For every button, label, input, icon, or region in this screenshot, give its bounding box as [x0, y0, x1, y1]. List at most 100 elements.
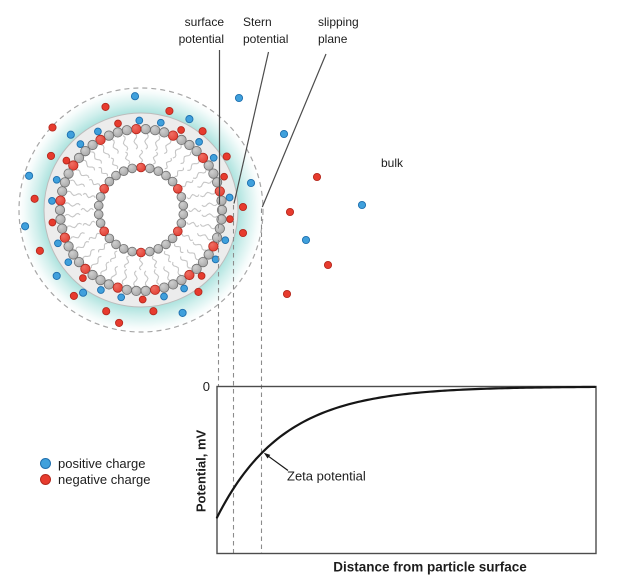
bulk-ion: [282, 289, 292, 299]
diffuse-layer-ion: [198, 127, 207, 136]
lipid-tail: [88, 178, 101, 187]
diffuse-layer-ion: [185, 115, 194, 124]
label-surface-potential: surface potential: [140, 14, 224, 47]
lipid-head-bead: [111, 239, 121, 250]
lipid-tail: [197, 180, 213, 188]
diffuse-layer-ion: [48, 123, 57, 132]
lipid-head-bead: [111, 170, 121, 181]
lipid-tail: [186, 249, 200, 261]
stern-layer-ion: [177, 126, 185, 134]
lipid-head-bead: [184, 139, 195, 151]
lipid-head-bead: [63, 168, 74, 179]
lipid-tail: [174, 167, 184, 177]
lipid-tail: [75, 169, 90, 179]
diffuse-layer-ion: [130, 92, 140, 101]
bulk-ion: [301, 235, 311, 245]
lipid-tail: [181, 233, 194, 242]
lipid-head-bead: [176, 134, 187, 145]
lipid-tail: [82, 220, 96, 227]
lipid-tail: [186, 221, 200, 228]
lipid-tail: [100, 261, 110, 276]
stern-layer-ion: [114, 119, 122, 128]
label-stern-potential: Stern potential: [243, 14, 288, 47]
lipid-head-bead: [197, 256, 209, 268]
lipid-tail: [186, 193, 200, 200]
stern-layer-ion: [220, 172, 228, 181]
lipid-tail: [192, 241, 207, 251]
label-stern-line1: Stern: [243, 15, 272, 29]
lipid-tail: [64, 212, 81, 218]
y-axis-zero-tick: 0: [202, 379, 210, 394]
stern-layer-ion: [226, 215, 234, 223]
charged-head-bead: [173, 184, 183, 194]
lipid-head-bead: [167, 233, 178, 244]
lipid-head-bead: [73, 256, 85, 268]
lipid-head-bead: [127, 246, 137, 257]
lipid-tail: [192, 169, 207, 179]
stern-layer-ion: [79, 274, 87, 282]
stern-layer-ion: [117, 293, 126, 302]
stern-layer-ion: [54, 239, 62, 248]
diffuse-layer-ion: [101, 102, 110, 111]
bulk-ion: [238, 228, 248, 238]
lipid-tail: [82, 159, 96, 171]
lipid-tail: [200, 191, 216, 198]
charged-head-bead: [68, 160, 79, 171]
lipid-tail: [163, 250, 172, 263]
stern-layer-ion: [97, 286, 105, 294]
lipid-tail: [172, 261, 182, 276]
diffuse-layer-ion: [194, 287, 203, 296]
lipid-head-bead: [55, 214, 66, 225]
lipid-tail: [187, 160, 200, 171]
lipid-head-bead: [140, 124, 151, 135]
stern-layer-ion: [64, 258, 73, 267]
positive-charge-dot-icon: [40, 457, 51, 469]
bulk-ion: [357, 200, 367, 210]
lipid-head-bead: [167, 176, 178, 187]
diffuse-layer-ion: [165, 106, 174, 116]
stern-layer-ion: [94, 127, 102, 136]
lipid-head-bead: [87, 139, 98, 151]
lipid-tail: [144, 133, 149, 150]
lipid-tail: [172, 144, 182, 159]
bulk-ion: [238, 202, 248, 212]
label-stern-line2: potential: [243, 31, 289, 46]
lipid-tail: [90, 255, 102, 269]
lipid-tail: [110, 265, 118, 281]
stern-layer-ion: [76, 140, 85, 148]
lipid-tail: [180, 151, 192, 165]
lipid-head-bead: [212, 232, 223, 243]
charged-head-bead: [95, 134, 106, 145]
lipid-tail: [75, 241, 90, 251]
charged-head-bead: [112, 282, 123, 293]
lipid-head-bead: [161, 239, 171, 250]
zeta-potential-annotation: Zeta potential: [287, 468, 366, 484]
legend: positive charge negative charge: [40, 455, 151, 488]
lipid-tail: [196, 233, 212, 241]
lipid-tail: [80, 207, 94, 213]
lipid-head-bead: [95, 218, 106, 228]
lipid-head-bead: [145, 163, 155, 174]
lipid-tail: [121, 268, 128, 285]
label-slipping-line2: plane: [318, 31, 348, 46]
lipid-head-bead: [104, 233, 115, 244]
lipid-tail: [91, 151, 102, 164]
diffuse-layer-ion: [35, 246, 44, 255]
label-slipping-plane: slipping plane: [318, 14, 359, 47]
charged-head-bead: [55, 195, 66, 206]
stern-layer-ion: [135, 116, 144, 125]
lipid-head-bead: [112, 127, 123, 138]
bulk-ion: [312, 172, 322, 182]
lipid-tail: [98, 243, 108, 253]
lipid-head-bead: [63, 241, 74, 252]
diffuse-layer-ion: [115, 318, 124, 327]
lipid-head-bead: [121, 284, 133, 295]
label-slipping-line1: slipping: [318, 15, 359, 29]
stern-layer-ion: [197, 272, 206, 280]
lipid-tail: [109, 250, 118, 263]
stern-layer-ion: [62, 156, 71, 165]
legend-label-negative: negative charge: [58, 472, 151, 488]
bulk-ion: [246, 178, 256, 188]
lipid-tail: [69, 232, 85, 240]
